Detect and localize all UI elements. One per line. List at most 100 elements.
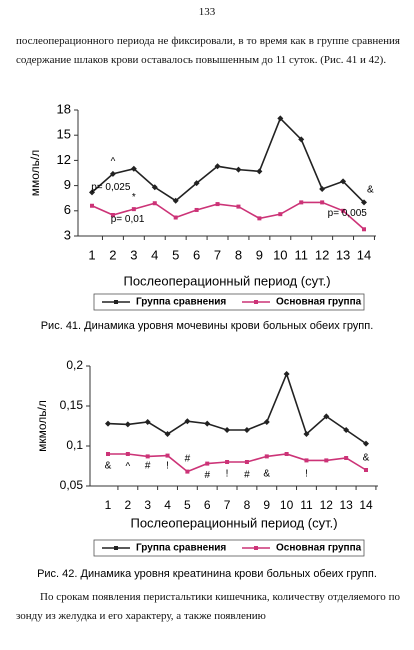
x-tick-label: 5 <box>184 498 191 512</box>
x-tick-label: 12 <box>315 247 329 262</box>
point <box>244 460 249 464</box>
annotation: ! <box>226 469 229 480</box>
point <box>243 427 250 433</box>
point <box>277 115 284 122</box>
x-tick-label: 9 <box>263 498 270 512</box>
x-tick-label: 6 <box>193 247 200 262</box>
point <box>363 440 369 447</box>
point <box>125 452 130 456</box>
point <box>205 461 210 466</box>
x-tick-label: 2 <box>125 498 132 512</box>
x-tick-label: 5 <box>172 247 179 262</box>
y-tick-label: 9 <box>64 177 71 192</box>
y-tick-label: 18 <box>57 101 71 116</box>
annotation: # <box>185 453 191 464</box>
x-tick-label: 4 <box>151 247 158 262</box>
point <box>165 453 170 458</box>
point <box>204 420 211 427</box>
legend-marker <box>114 300 118 304</box>
x-tick-label: 8 <box>235 247 242 262</box>
point <box>184 418 191 425</box>
series-line <box>107 371 367 445</box>
point <box>110 213 115 217</box>
point <box>341 208 346 213</box>
paragraph: послеоперационного периода не фиксировал… <box>16 35 400 66</box>
y-tick-label: 0,1 <box>66 438 83 452</box>
annotation: & <box>363 453 370 464</box>
x-tick-label: 9 <box>256 247 263 262</box>
x-tick-label: 14 <box>359 498 373 512</box>
point <box>304 458 309 463</box>
series-line <box>108 453 367 473</box>
point <box>303 431 310 437</box>
series-line <box>91 201 365 230</box>
x-tick-label: 1 <box>88 247 95 262</box>
x-tick-label: 8 <box>244 498 251 512</box>
point <box>90 203 94 208</box>
point <box>225 460 230 464</box>
point <box>185 469 190 474</box>
point <box>319 185 326 192</box>
legend-box <box>93 539 365 557</box>
annotation: & <box>105 461 112 472</box>
annotation: * <box>132 192 136 203</box>
point <box>340 178 347 185</box>
point <box>131 207 136 212</box>
y-axis-label: ммоль/л <box>28 150 42 197</box>
y-tick-label: 0,05 <box>60 478 84 492</box>
point <box>224 427 231 433</box>
annotation: p= 0,005 <box>328 208 368 219</box>
y-tick-label: 3 <box>64 227 71 242</box>
x-tick-label: 3 <box>130 247 137 262</box>
x-tick-label: 12 <box>320 498 334 512</box>
point <box>214 163 221 170</box>
point <box>152 201 157 206</box>
x-tick-label: 11 <box>300 498 313 512</box>
y-tick-label: 15 <box>57 127 71 142</box>
point <box>215 202 220 207</box>
y-tick-label: 0,15 <box>60 398 84 412</box>
x-tick-label: 6 <box>204 498 211 512</box>
point <box>324 458 329 463</box>
legend-box <box>93 293 365 311</box>
x-tick-label: 4 <box>164 498 171 512</box>
x-tick-label: 10 <box>280 498 294 512</box>
y-tick-label: 6 <box>64 202 71 217</box>
point <box>145 454 150 459</box>
point <box>278 212 283 217</box>
legend-label: Основная группа <box>276 543 362 554</box>
x-axis-label: Послеоперационный период (сут.) <box>130 515 337 530</box>
y-tick-label: 0,2 <box>66 358 83 372</box>
x-tick-label: 13 <box>336 247 350 262</box>
x-tick-label: 14 <box>357 247 371 262</box>
legend-label: Основная группа <box>276 297 362 308</box>
point <box>105 420 111 427</box>
x-tick-label: 7 <box>224 498 231 512</box>
point <box>298 136 305 143</box>
point <box>264 454 269 459</box>
legend-marker <box>254 300 258 304</box>
x-tick-label: 10 <box>273 247 287 262</box>
annotation: & <box>263 469 270 480</box>
x-tick-label: 3 <box>144 498 151 512</box>
legend-label: Группа сравнения <box>136 543 226 554</box>
paragraph: По срокам появления перистальтики кишечн… <box>16 591 400 622</box>
point <box>362 227 366 232</box>
annotation: # <box>244 469 250 480</box>
point <box>151 184 158 191</box>
annotation: ! <box>166 461 169 472</box>
annotation: ^ <box>125 461 130 472</box>
point <box>106 452 110 456</box>
point <box>164 431 171 437</box>
series-line <box>91 116 365 203</box>
point <box>364 468 368 472</box>
x-tick-label: 13 <box>339 498 353 512</box>
point <box>89 189 95 196</box>
x-tick-label: 2 <box>109 247 116 262</box>
x-tick-label: 7 <box>214 247 221 262</box>
point <box>284 452 289 456</box>
y-tick-label: 12 <box>57 152 71 167</box>
figure-caption: Рис. 42. Динамика уровня креатинина кров… <box>37 568 377 580</box>
legend-marker <box>254 546 258 550</box>
x-tick-label: 11 <box>294 247 308 262</box>
